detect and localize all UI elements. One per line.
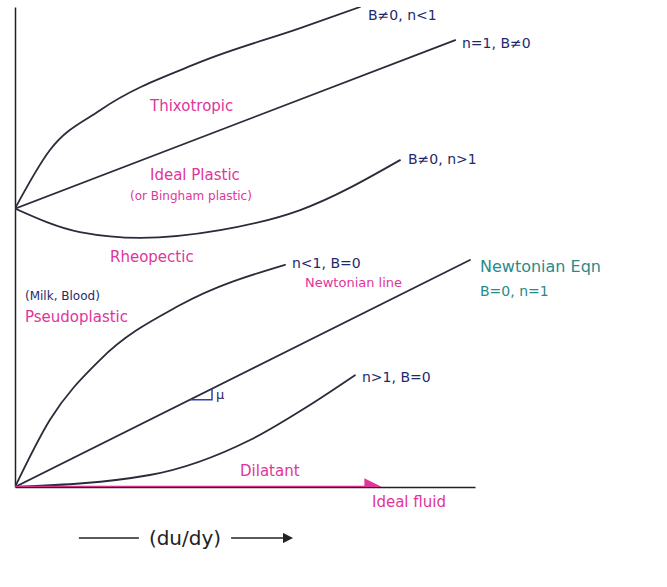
y-axis — [15, 8, 16, 488]
label: B≠0, n<1 — [368, 7, 437, 23]
x-axis-title: (du/dy) — [149, 526, 221, 550]
x-axis-line — [16, 487, 476, 489]
curve — [15, 40, 455, 208]
labels: Thixotropic B≠0, n<1 Ideal Plastic (or Bing… — [25, 7, 601, 550]
axis-arrow — [231, 537, 291, 539]
curve — [15, 7, 360, 209]
axis-arrow — [79, 537, 139, 539]
label: Ideal fluid — [372, 493, 446, 511]
label: Pseudoplastic — [25, 308, 128, 326]
label: Thixotropic — [149, 97, 233, 115]
label: Dilatant — [240, 462, 300, 480]
label: Newtonian Eqn — [480, 257, 601, 276]
curve — [15, 375, 355, 487]
label: (or Bingham plastic) — [130, 189, 252, 203]
label: n>1, B=0 — [362, 369, 431, 385]
y-axis-line — [15, 8, 17, 488]
x-axis — [16, 487, 476, 488]
chart: Thixotropic B≠0, n<1 Ideal Plastic (or Bing… — [0, 0, 667, 587]
label: n<1, B=0 — [292, 255, 361, 271]
label: B≠0, n>1 — [408, 151, 477, 167]
label: μ — [216, 387, 224, 402]
curve — [15, 260, 470, 487]
label: B=0, n=1 — [480, 283, 549, 299]
label: Rheopectic — [110, 248, 194, 266]
curve — [15, 160, 400, 238]
slope-triangle — [190, 389, 212, 400]
label: (Milk, Blood) — [25, 289, 100, 303]
plot-area — [15, 7, 470, 487]
label: Newtonian line — [305, 275, 402, 290]
label: n=1, B≠0 — [462, 35, 531, 51]
curve — [15, 265, 285, 487]
curve — [15, 486, 378, 487]
label: Ideal Plastic — [150, 166, 240, 184]
